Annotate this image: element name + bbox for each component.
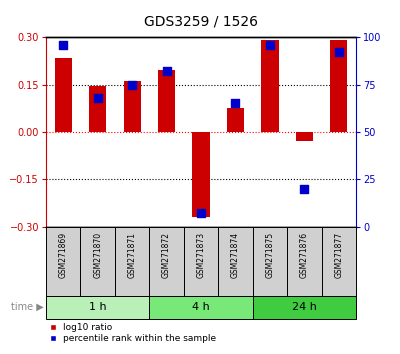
Text: GSM271876: GSM271876 (300, 232, 309, 278)
Bar (80, 227, 115, 296)
Point (232, 101, 239, 106)
Point (163, 68, 170, 74)
Text: GSM271873: GSM271873 (196, 232, 206, 278)
Text: GSM271871: GSM271871 (128, 232, 137, 278)
Text: time ▶: time ▶ (11, 302, 44, 312)
Bar (261, 40, 278, 132)
Text: GSM271875: GSM271875 (265, 232, 274, 278)
Point (336, 50, 342, 55)
Text: GSM271874: GSM271874 (231, 232, 240, 278)
Point (198, 211, 204, 216)
Bar (158, 70, 175, 132)
Point (60, 42, 66, 47)
Bar (192, 132, 210, 217)
Bar (253, 227, 287, 296)
Bar (227, 108, 244, 132)
Bar (115, 227, 149, 296)
Text: 4 h: 4 h (192, 302, 210, 312)
Bar (296, 132, 313, 141)
Bar (149, 296, 253, 319)
Text: 1 h: 1 h (89, 302, 106, 312)
Text: GSM271870: GSM271870 (93, 232, 102, 278)
Point (129, 82, 135, 87)
Bar (287, 227, 322, 296)
Bar (89, 86, 106, 132)
Bar (55, 58, 72, 132)
Text: GDS3259 / 1526: GDS3259 / 1526 (144, 14, 258, 28)
Legend: log10 ratio, percentile rank within the sample: log10 ratio, percentile rank within the … (50, 323, 216, 343)
Bar (149, 227, 184, 296)
Bar (330, 40, 347, 132)
Point (94, 95, 101, 101)
Text: GSM271869: GSM271869 (59, 232, 68, 278)
Point (301, 186, 308, 192)
Bar (46, 296, 149, 319)
Bar (124, 81, 141, 132)
Bar (253, 296, 356, 319)
Text: GSM271872: GSM271872 (162, 232, 171, 278)
Text: GSM271877: GSM271877 (334, 232, 343, 278)
Point (267, 42, 273, 47)
Bar (218, 227, 253, 296)
Bar (184, 227, 218, 296)
Text: 24 h: 24 h (292, 302, 317, 312)
Bar (322, 227, 356, 296)
Bar (46, 227, 80, 296)
